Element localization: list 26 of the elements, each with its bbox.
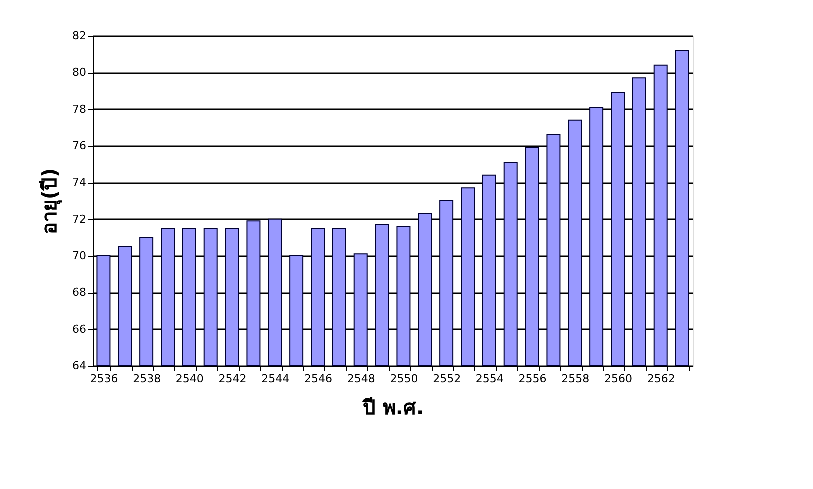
x-tick-label: 2562 <box>647 372 676 386</box>
x-axis-title: ปี พ.ศ. <box>362 396 424 420</box>
x-tick-label: 2558 <box>562 372 590 386</box>
x-tick-label: 2538 <box>133 372 162 386</box>
y-tick-label: 68 <box>72 286 86 300</box>
y-tick-label: 72 <box>72 212 86 226</box>
y-axis-title: อายุ(ปี) <box>38 168 63 235</box>
y-tick-label: 70 <box>72 250 86 262</box>
x-tick-label: 2546 <box>304 372 332 386</box>
x-tick-label: 2544 <box>262 372 290 386</box>
x-tick-label: 2552 <box>433 372 462 386</box>
x-tick-label: 2542 <box>218 372 247 386</box>
y-tick-label: 64 <box>72 360 86 372</box>
y-tick-label: 66 <box>72 322 86 336</box>
x-tick-label: 2540 <box>176 372 204 386</box>
y-tick-label: 76 <box>72 140 86 152</box>
y-tick-label: 80 <box>72 66 86 80</box>
x-tick-label: 2550 <box>390 372 418 386</box>
x-tick-label: 2554 <box>476 372 504 386</box>
x-tick-label: 2548 <box>347 372 376 386</box>
x-tick-label: 2560 <box>604 372 632 386</box>
y-tick-label: 82 <box>72 30 86 42</box>
y-tick-label: 78 <box>72 102 86 116</box>
y-tick-label: 74 <box>72 176 86 190</box>
x-tick-label: 2556 <box>518 372 547 386</box>
x-tick-label: 2536 <box>90 372 118 386</box>
